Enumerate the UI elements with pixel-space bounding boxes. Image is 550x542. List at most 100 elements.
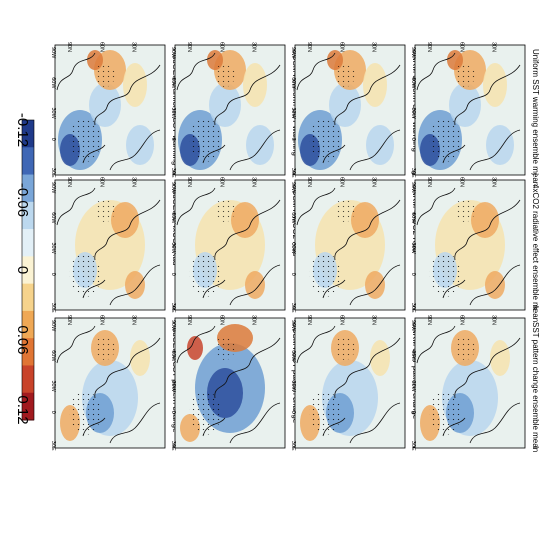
coastline (202, 144, 226, 164)
field-patch (187, 336, 203, 360)
panel-title: SST pattern change ensemble mean (531, 322, 540, 452)
coastline (442, 417, 466, 437)
panel-frame (294, 317, 406, 449)
lon-tick-label: 0 (410, 411, 416, 414)
lon-tick-label: 30E (410, 168, 416, 178)
coastline (214, 337, 281, 399)
map-area (414, 179, 526, 311)
map-panel-a: HadGEM2 uniform SST warminga30N60N90N90W… (50, 42, 180, 178)
field-patch (246, 125, 274, 165)
panel-frame (54, 317, 166, 449)
lon-tick-label: 30E (50, 168, 56, 178)
significance-stipple (455, 63, 475, 87)
lon-tick-label: 30E (290, 303, 296, 313)
colorbar-segment (22, 120, 34, 148)
lat-tick-label: 30N (491, 42, 497, 52)
coastline (82, 279, 106, 299)
lon-tick-label: 0 (290, 273, 296, 276)
coastline (296, 325, 336, 364)
lon-tick-label: 30W (410, 380, 416, 392)
lat-tick-label: 30N (251, 315, 257, 325)
map-panel-g: CNRM uniform SST warmingg30N60N90N90W60W… (290, 42, 420, 178)
lon-tick-label: 60W (290, 212, 296, 224)
coastline (56, 52, 96, 91)
lon-tick-label: 30E (290, 441, 296, 451)
coastline (469, 129, 521, 171)
coastline (229, 402, 281, 444)
coastline (322, 144, 346, 164)
lon-tick-label: 30W (410, 107, 416, 119)
lat-tick-label: 60N (458, 315, 464, 325)
lat-tick-label: 60N (98, 315, 104, 325)
map-panel-c: HadGEM2 SST pattern changec30N60N90N90W6… (50, 315, 180, 451)
lon-tick-label: 0 (50, 411, 56, 414)
map-panel-f: CCSM4 SST pattern changef30N60N90N90W60W… (170, 315, 300, 451)
map-area (174, 179, 286, 311)
coastline (454, 64, 521, 126)
lon-tick-label: 60W (50, 350, 56, 362)
panel-letter: k (531, 306, 540, 311)
panel-frame (294, 179, 406, 311)
field-patch (125, 271, 145, 299)
significance-stipple (69, 253, 101, 297)
lon-tick-label: 90W (50, 182, 56, 194)
field-patch (365, 271, 385, 299)
panel-frame (414, 179, 526, 311)
lon-tick-label: 60W (170, 350, 176, 362)
panel-letter: l (531, 446, 540, 448)
significance-stipple (455, 198, 475, 222)
lon-tick-label: 60W (410, 77, 416, 89)
significance-stipple (215, 63, 235, 87)
colorbar-segment (22, 256, 34, 285)
field-patch (449, 83, 481, 127)
field-patch (351, 202, 379, 238)
lon-tick-label: 60W (170, 212, 176, 224)
significance-stipple (69, 118, 101, 162)
significance-stipple (189, 253, 221, 297)
map-panel-h: CNRM 4xCO2 Radh30N60N90N90W60W30W030E (290, 177, 420, 313)
lon-tick-label: 60W (170, 77, 176, 89)
colorbar-segment (22, 201, 34, 230)
coastline (334, 64, 401, 126)
lat-tick-label: 30N (131, 177, 137, 187)
map-area (414, 317, 526, 449)
lat-tick-label: 30N (131, 42, 137, 52)
significance-stipple (429, 253, 461, 297)
lon-tick-label: 0 (410, 273, 416, 276)
coastline (296, 52, 336, 91)
lon-tick-label: 30E (170, 441, 176, 451)
coastline (214, 64, 281, 126)
colorbar-segment (22, 147, 34, 176)
colorbar: -0.12 -0.06 0 0.06 0.12 (14, 113, 35, 425)
lon-tick-label: 30E (410, 303, 416, 313)
lat-tick-label: 30N (251, 42, 257, 52)
coastline (442, 144, 466, 164)
coastline (349, 402, 401, 444)
lon-tick-label: 0 (410, 138, 416, 141)
panel-frame (294, 44, 406, 176)
lat-tick-label: 90N (186, 42, 192, 52)
panel-title: 4xCO2 radiative effect ensemble mean (531, 184, 540, 322)
significance-stipple (69, 391, 101, 435)
coastline (82, 417, 106, 437)
lon-tick-label: 30W (50, 107, 56, 119)
lat-tick-label: 90N (306, 177, 312, 187)
coastline (109, 264, 161, 306)
field-patch (363, 63, 387, 107)
lon-tick-label: 30W (290, 242, 296, 254)
lat-tick-label: 60N (458, 42, 464, 52)
lat-tick-label: 60N (338, 315, 344, 325)
lon-tick-label: 30W (170, 380, 176, 392)
coastline (229, 129, 281, 171)
coastline (334, 199, 401, 261)
coastline (56, 187, 96, 226)
map-area (174, 44, 286, 176)
colorbar-segment (22, 338, 34, 366)
colorbar-label: 0.12 (14, 395, 31, 424)
lon-tick-label: 60W (410, 212, 416, 224)
panel-frame (174, 44, 286, 176)
significance-stipple (95, 63, 115, 87)
lon-tick-label: 0 (170, 138, 176, 141)
